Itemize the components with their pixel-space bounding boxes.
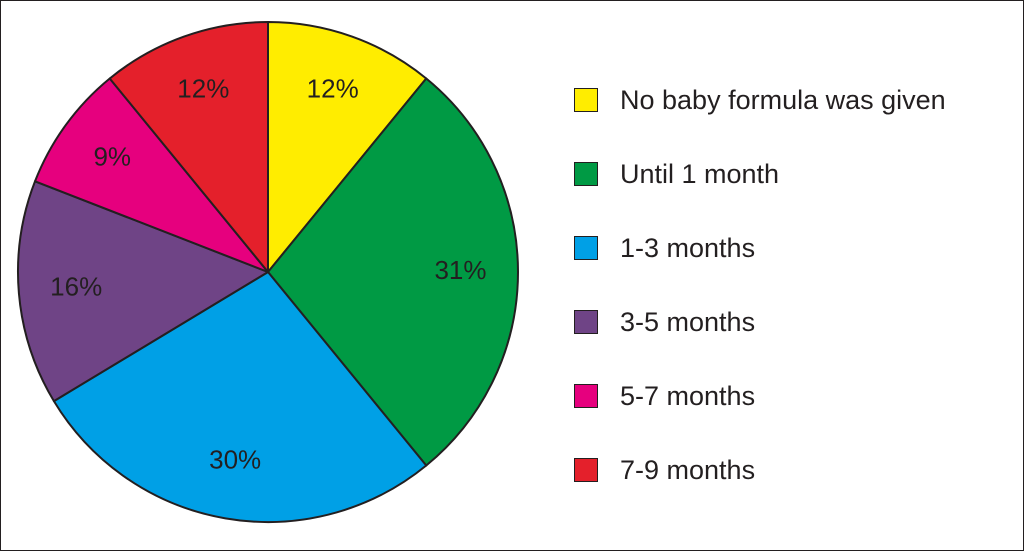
pie-slice-until-1-month <box>267 77 519 467</box>
legend-item-1-3-months: 1-3 months <box>574 229 946 303</box>
legend-item-no-formula: No baby formula was given <box>574 81 946 155</box>
legend-swatch-3-5-months <box>574 310 598 334</box>
legend-swatch-1-3-months <box>574 236 598 260</box>
slice-label-5-7-months: 9% <box>93 142 131 172</box>
legend-swatch-7-9-months <box>574 458 598 482</box>
legend-swatch-no-formula <box>574 88 598 112</box>
legend-label-5-7-months: 5-7 months <box>620 381 756 411</box>
slice-label-1-3-months: 30% <box>209 445 261 475</box>
legend: No baby formula was given Until 1 month … <box>574 81 946 525</box>
legend-item-5-7-months: 5-7 months <box>574 377 946 451</box>
legend-swatch-until-1-month <box>574 162 598 186</box>
slice-label-3-5-months: 16% <box>50 271 102 301</box>
pie-slice-no-formula <box>267 21 428 273</box>
slice-label-no-formula: 12% <box>307 74 359 104</box>
legend-item-7-9-months: 7-9 months <box>574 451 946 525</box>
legend-label-3-5-months: 3-5 months <box>620 307 756 337</box>
legend-item-until-1-month: Until 1 month <box>574 155 946 229</box>
pie-slice-7-9-months <box>108 21 269 273</box>
legend-label-7-9-months: 7-9 months <box>620 455 756 485</box>
legend-item-3-5-months: 3-5 months <box>574 303 946 377</box>
pie-slice-5-7-months <box>34 77 269 273</box>
slice-label-7-9-months: 12% <box>177 74 229 104</box>
slice-label-until-1-month: 31% <box>434 255 486 285</box>
legend-label-no-formula: No baby formula was given <box>620 85 946 115</box>
legend-label-1-3-months: 1-3 months <box>620 233 756 263</box>
pie-slice-1-3-months <box>52 271 428 523</box>
legend-swatch-5-7-months <box>574 384 598 408</box>
pie-slice-3-5-months <box>17 180 269 403</box>
legend-label-until-1-month: Until 1 month <box>620 159 780 189</box>
